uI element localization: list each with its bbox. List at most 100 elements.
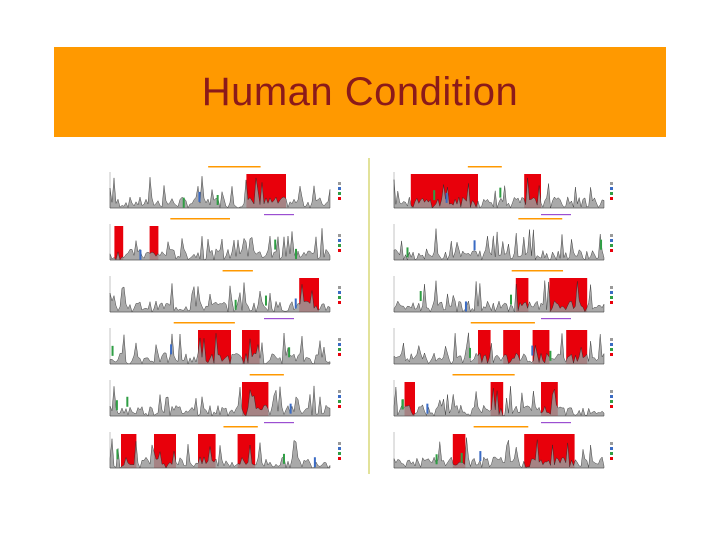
signal-accent [111,345,114,356]
signal-accent [126,396,129,407]
legend-swatch [610,182,613,185]
annotation-bar [208,166,261,168]
legend-swatch [338,187,341,190]
legend-swatch [338,343,341,346]
signal-accent [509,294,512,305]
signal-accent [419,291,422,302]
slide-title: Human Condition [201,69,519,114]
signal-accent [499,187,502,198]
signal-trace [109,438,331,469]
signal-accent [234,299,237,310]
legend-swatch [610,405,613,408]
signal-accent [182,197,185,208]
legend-swatch [610,390,613,393]
legend-swatch [338,291,341,294]
legend-swatch [338,296,341,299]
signal-accent [115,400,118,411]
signal-accent [426,403,429,414]
legend-swatch [610,301,613,304]
legend-swatch [610,249,613,252]
legend-swatch [610,395,613,398]
tracks-svg [109,166,613,469]
legend-swatch [338,452,341,455]
annotation-bar [264,214,294,216]
signal-accent [401,399,404,410]
legend-swatch [338,353,341,356]
legend-swatch [338,192,341,195]
legend-swatch [338,442,341,445]
annotation-bar [470,322,535,324]
signal-accent [289,403,292,414]
legend-swatch [610,291,613,294]
legend-swatch [610,338,613,341]
annotation-bar [541,214,571,216]
annotation-bar [222,270,253,272]
signal-accent [170,344,173,355]
legend-swatch [338,244,341,247]
legend-swatch [338,395,341,398]
legend-swatch [338,249,341,252]
legend-swatch [338,457,341,460]
red-block [121,434,137,468]
legend-swatch [338,239,341,242]
annotation-bar [452,374,515,376]
legend-swatch [610,244,613,247]
legend-swatch [610,400,613,403]
signal-trace [393,228,605,261]
signal-accent [264,295,267,306]
signal-accent [406,247,409,258]
signal-accent [216,194,219,205]
annotation-bar [264,422,294,424]
legend-swatch [610,457,613,460]
legend-swatch [338,234,341,237]
genome-tracks-figure [92,148,628,482]
red-block [478,330,491,364]
signal-accent [295,248,298,259]
annotation-bar [173,322,235,324]
signal-accent [600,239,603,250]
legend-swatch [610,192,613,195]
annotation-bar [541,422,571,424]
signal-trace [393,280,605,313]
annotation-bar [170,218,230,220]
signal-accent [198,191,201,202]
legend-swatch [338,301,341,304]
red-block [404,382,415,416]
legend-swatch [610,197,613,200]
signal-accent [435,454,438,465]
legend-swatch [610,442,613,445]
signal-accent [274,239,277,250]
legend-swatch [338,348,341,351]
legend-swatch [610,348,613,351]
column-divider [368,158,370,474]
legend-swatch [338,447,341,450]
signal-accent [313,457,316,468]
signal-accent [139,249,142,260]
red-block [114,226,124,260]
legend-swatch [338,405,341,408]
legend-swatch [338,182,341,185]
signal-accent [445,192,448,203]
signal-trace [109,176,331,209]
annotation-bar [511,270,564,272]
signal-accent [433,190,436,201]
title-banner: Human Condition [54,47,666,137]
signal-accent [282,453,285,464]
legend-swatch [338,197,341,200]
signal-trace [109,282,331,313]
annotation-bar [541,318,571,320]
legend-swatch [610,239,613,242]
signal-trace [109,385,331,417]
signal-accent [473,240,476,251]
annotation-bar [249,374,284,376]
legend-swatch [610,286,613,289]
signal-accent [294,298,297,309]
signal-accent [479,451,482,462]
legend-swatch [338,338,341,341]
legend-swatch [610,447,613,450]
annotation-bar [518,218,563,220]
signal-trace [393,332,605,365]
annotation-bar [264,318,294,320]
legend-swatch [338,400,341,403]
annotation-bar [223,426,258,428]
